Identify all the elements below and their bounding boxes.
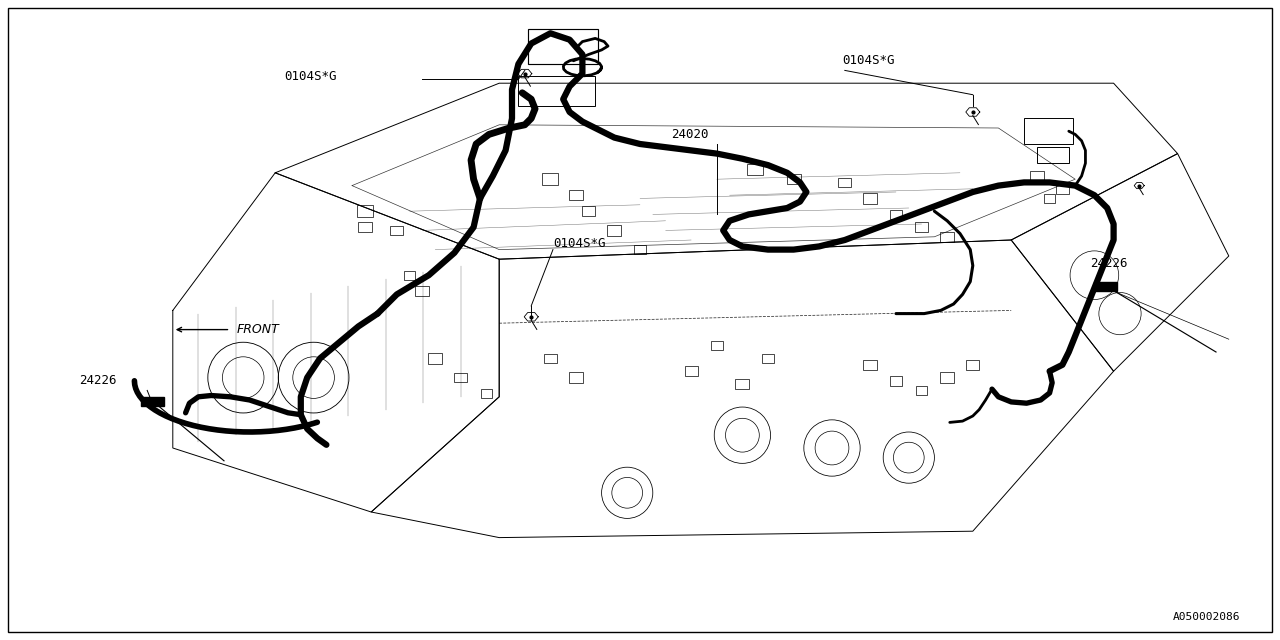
Bar [864,360,878,370]
Text: 24226: 24226 [1091,257,1128,270]
Bar [941,372,955,383]
Text: 0104S*G: 0104S*G [842,54,895,67]
Bar [1024,118,1073,144]
Bar [358,222,371,232]
Bar [635,246,646,254]
Text: FRONT: FRONT [237,323,279,336]
Bar [864,193,878,204]
Bar [685,366,698,376]
Bar [838,177,851,187]
Bar [966,360,979,370]
Bar [1044,195,1055,203]
Text: 24020: 24020 [671,128,708,141]
Text: A050002086: A050002086 [1172,612,1240,622]
Bar [357,205,372,217]
Bar [570,372,584,383]
Text: 0104S*G: 0104S*G [553,237,605,250]
Bar [543,173,558,185]
Bar [941,232,955,242]
Bar [544,354,557,364]
Bar [416,286,430,296]
Bar [890,376,902,385]
Text: 0104S*G: 0104S*G [284,70,337,83]
Bar [429,353,443,364]
Bar [481,389,493,398]
Bar [787,174,801,184]
Bar [390,226,403,235]
Bar [891,211,902,219]
Bar [141,397,164,406]
Bar [582,207,595,216]
Bar [762,354,774,364]
Bar [736,379,750,389]
Bar [1056,184,1069,193]
Bar [529,29,599,65]
Bar [712,342,723,349]
Text: 24226: 24226 [79,374,116,387]
Bar [404,271,416,280]
Bar [915,223,928,232]
Bar [518,76,595,106]
Bar [748,164,763,175]
Bar [1030,171,1044,181]
Bar [608,225,622,236]
Bar [916,386,927,394]
Bar [1037,147,1069,163]
Bar [1094,282,1117,291]
Bar [454,372,467,383]
Bar [570,190,584,200]
